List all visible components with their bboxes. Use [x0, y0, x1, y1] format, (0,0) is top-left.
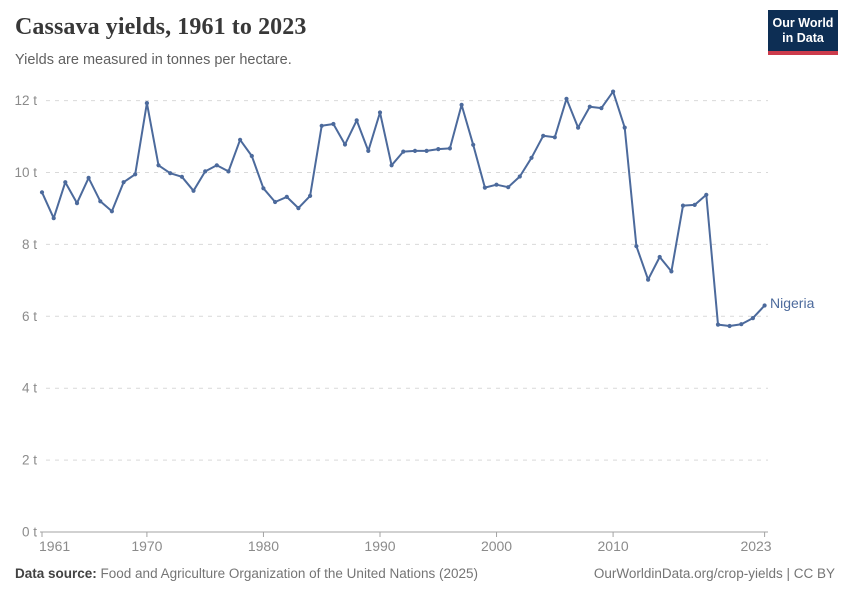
x-axis-tick-label: 1990: [364, 538, 395, 554]
data-point-marker[interactable]: [284, 194, 289, 199]
data-point-marker[interactable]: [214, 163, 219, 168]
data-point-marker[interactable]: [657, 254, 662, 260]
owid-logo[interactable]: Our World in Data: [768, 10, 838, 55]
data-point-marker[interactable]: [459, 102, 464, 107]
data-point-marker[interactable]: [576, 125, 581, 130]
data-point-marker[interactable]: [226, 169, 231, 174]
series-entity-label[interactable]: Nigeria: [770, 295, 815, 311]
data-point-marker[interactable]: [238, 137, 243, 142]
data-point-marker[interactable]: [506, 185, 511, 190]
data-point-marker[interactable]: [727, 323, 732, 329]
data-point-marker[interactable]: [704, 192, 709, 197]
data-point-marker[interactable]: [517, 174, 522, 179]
data-point-marker[interactable]: [552, 135, 557, 140]
data-point-marker[interactable]: [121, 180, 126, 185]
data-point-marker[interactable]: [692, 202, 697, 207]
data-point-marker[interactable]: [436, 147, 441, 152]
data-point-marker[interactable]: [494, 182, 499, 187]
data-point-marker[interactable]: [541, 133, 546, 138]
data-point-marker[interactable]: [739, 322, 744, 327]
y-axis-tick-label: 10 t: [14, 165, 37, 180]
owid-logo-text-line2: in Data: [782, 31, 824, 45]
data-point-marker[interactable]: [331, 121, 336, 127]
data-point-marker[interactable]: [377, 110, 383, 115]
data-point-marker[interactable]: [599, 106, 604, 111]
owid-logo-text-line1: Our World: [772, 16, 834, 30]
data-point-marker[interactable]: [249, 153, 254, 159]
data-point-marker[interactable]: [86, 175, 91, 180]
footer-separator: |: [782, 566, 794, 581]
x-axis-tick-label: 2000: [481, 538, 512, 554]
data-point-marker[interactable]: [296, 206, 301, 211]
nigeria-series-line[interactable]: [41, 90, 766, 327]
data-point-marker[interactable]: [191, 188, 196, 193]
data-point-marker[interactable]: [447, 146, 452, 151]
data-point-marker[interactable]: [471, 142, 476, 147]
y-axis-tick-label: 6 t: [22, 309, 37, 324]
data-point-marker[interactable]: [168, 171, 173, 176]
y-axis-tick-label: 4 t: [22, 381, 37, 396]
x-axis-tick-label: 2023: [740, 538, 771, 554]
data-point-marker[interactable]: [622, 125, 627, 130]
data-point-marker[interactable]: [179, 174, 184, 179]
data-source-note: Data source: Food and Agriculture Organi…: [15, 566, 478, 581]
data-point-marker[interactable]: [51, 216, 56, 221]
data-point-marker[interactable]: [39, 190, 45, 195]
y-axis-tick-label: 12 t: [14, 93, 37, 108]
data-point-marker[interactable]: [74, 201, 80, 206]
data-source-label: Data source:: [15, 566, 97, 581]
data-point-marker[interactable]: [669, 269, 674, 274]
data-point-marker[interactable]: [564, 96, 569, 101]
data-point-marker[interactable]: [319, 123, 324, 128]
data-point-marker[interactable]: [273, 199, 278, 205]
data-point-marker[interactable]: [587, 104, 592, 109]
data-point-marker[interactable]: [308, 193, 313, 198]
data-point-marker[interactable]: [715, 322, 721, 327]
data-point-marker[interactable]: [412, 148, 418, 153]
data-point-marker[interactable]: [98, 199, 103, 204]
data-point-marker[interactable]: [680, 203, 686, 208]
data-point-marker[interactable]: [389, 163, 394, 168]
data-point-marker[interactable]: [424, 148, 429, 153]
x-axis-tick-label: 1961: [39, 538, 70, 554]
data-point-marker[interactable]: [354, 118, 359, 123]
chart-title: Cassava yields, 1961 to 2023: [15, 14, 307, 40]
license-label: CC BY: [793, 566, 835, 581]
x-axis-tick-label: 1970: [131, 538, 162, 554]
data-point-marker[interactable]: [342, 142, 348, 147]
owid-url-link[interactable]: OurWorldinData.org/crop-yields: [593, 566, 783, 581]
data-point-marker[interactable]: [646, 277, 651, 282]
y-axis-tick-label: 8 t: [22, 237, 37, 252]
footer: Data source: Food and Agriculture Organi…: [15, 566, 835, 581]
x-axis-tick-label: 2010: [598, 538, 629, 554]
data-point-marker[interactable]: [144, 101, 149, 106]
x-axis-tick-label: 1980: [248, 538, 279, 554]
data-point-marker[interactable]: [482, 185, 487, 190]
data-source-text: Food and Agriculture Organization of the…: [96, 566, 479, 581]
data-point-marker[interactable]: [529, 155, 534, 160]
data-point-marker[interactable]: [366, 148, 371, 153]
data-point-marker[interactable]: [762, 303, 767, 308]
data-point-marker[interactable]: [261, 186, 266, 191]
data-point-marker[interactable]: [156, 163, 161, 168]
data-point-marker[interactable]: [109, 209, 114, 214]
data-point-marker[interactable]: [401, 149, 406, 154]
data-point-marker[interactable]: [611, 89, 616, 94]
y-axis-tick-label: 2 t: [22, 453, 37, 468]
footer-citation: OurWorldinData.org/crop-yields | CC BY: [594, 566, 835, 581]
data-point-marker[interactable]: [63, 180, 68, 185]
data-point-marker[interactable]: [634, 244, 639, 249]
data-point-marker[interactable]: [203, 169, 208, 174]
y-axis-tick-label: 0 t: [22, 525, 37, 540]
data-point-marker[interactable]: [750, 316, 756, 321]
chart-subtitle: Yields are measured in tonnes per hectar…: [15, 52, 292, 68]
data-point-marker[interactable]: [133, 172, 138, 177]
